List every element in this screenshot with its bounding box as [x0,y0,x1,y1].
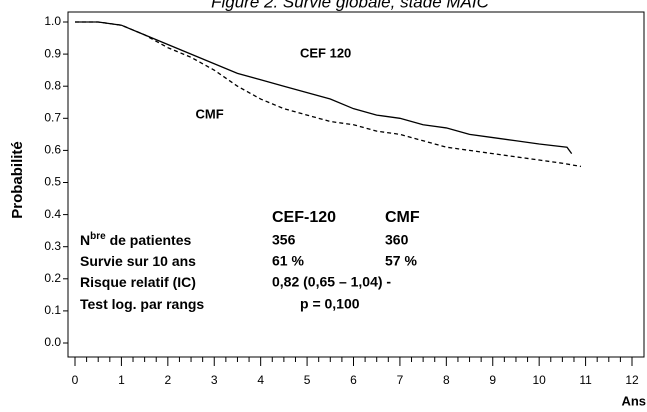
x-tick-label: 9 [489,373,496,387]
legend-label: CEF 120 [300,46,351,61]
x-tick-label: 1 [118,373,125,387]
row-label-text: Test log. par rangs [80,296,204,312]
y-tick-label: 0.0 [44,335,61,349]
table-cell: 0,82 (0,65 – 1,04) - [272,274,391,290]
x-axis-label: Ans [621,393,646,408]
row-label-text: Survie sur 10 ans [80,253,196,269]
x-tick-label: 6 [350,373,357,387]
row-label: Nbre de patientes [80,231,191,248]
row-label-text: N [80,232,90,248]
y-tick-label: 0.8 [44,78,61,92]
table-cell: p = 0,100 [300,296,360,312]
chart-title: Figure 2. Survie globale, stade MAIC [211,0,490,11]
y-tick-label: 0.4 [44,207,61,221]
row-label: Survie sur 10 ans [80,253,196,269]
row-label: Test log. par rangs [80,296,204,312]
table-cell: 360 [385,232,409,248]
y-tick-label: 0.7 [44,110,61,124]
table-cell: 61 % [272,253,304,269]
x-tick-label: 8 [443,373,450,387]
y-tick-label: 0.5 [44,175,61,189]
row-label: Risque relatif (IC) [80,274,196,290]
y-tick-label: 0.3 [44,239,61,253]
y-tick-label: 1.0 [44,14,61,28]
x-tick-label: 12 [625,373,639,387]
plot-frame [67,11,645,358]
legend-label: CMF [196,107,224,122]
table-header: CMF [385,209,420,226]
x-tick-label: 7 [397,373,404,387]
survival-line [75,21,582,168]
x-tick-label: 11 [579,373,592,387]
y-tick-label: 0.9 [44,46,61,60]
x-tick-label: 10 [532,373,546,387]
row-label-text: Risque relatif (IC) [80,274,196,290]
table-cell: 356 [272,232,296,248]
table-header: CEF-120 [272,209,336,226]
x-tick-label: 3 [211,373,218,387]
y-axis-label: Probabilité [9,141,26,219]
row-label-sup: bre [90,231,106,242]
y-tick-label: 0.6 [44,143,61,157]
y-tick-label: 0.1 [44,303,61,317]
survival-line [75,21,573,154]
x-tick-label: 4 [257,373,264,387]
y-tick-label: 0.2 [44,271,61,285]
x-tick-label: 0 [72,373,79,387]
table-cell: 57 % [385,253,417,269]
x-tick-label: 5 [304,373,311,387]
row-label-rest: de patientes [106,232,192,248]
x-tick-label: 2 [164,373,171,387]
